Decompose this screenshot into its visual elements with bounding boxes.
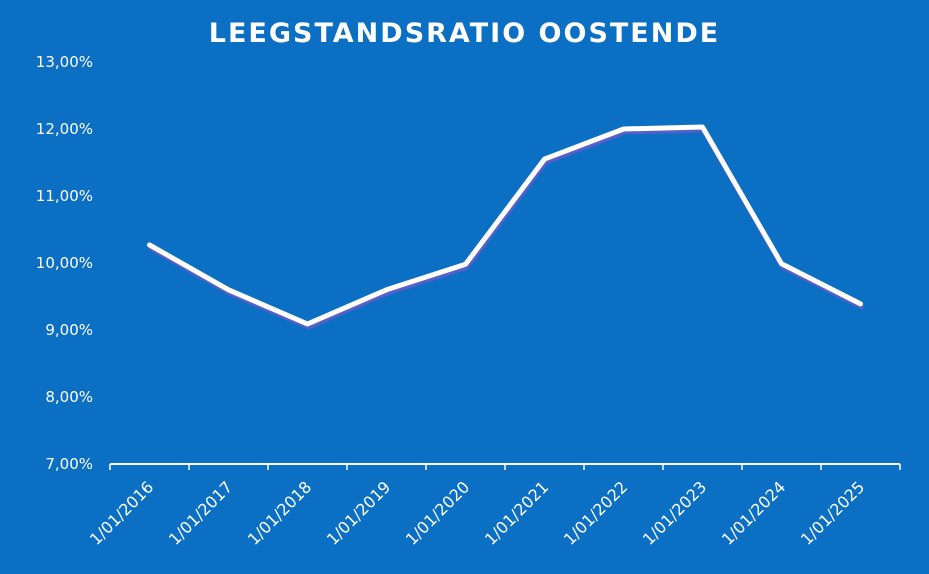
x-tick-label: 1/01/2024 xyxy=(718,477,789,548)
y-axis-labels: 7,00% 8,00% 9,00% 10,00% 11,00% 12,00% 13,00% xyxy=(36,53,93,473)
x-tick-label: 1/01/2023 xyxy=(639,477,710,548)
x-tick-label: 1/01/2018 xyxy=(244,477,315,548)
y-tick-label: 10,00% xyxy=(36,254,93,272)
y-tick-label: 11,00% xyxy=(36,187,93,205)
x-tick-label: 1/01/2022 xyxy=(560,477,631,548)
y-tick-label: 12,00% xyxy=(36,120,93,138)
chart-title: LEEGSTANDSRATIO OOSTENDE xyxy=(208,18,721,49)
x-tick-label: 1/01/2017 xyxy=(165,477,236,548)
y-tick-label: 9,00% xyxy=(45,321,93,339)
x-tick-label: 1/01/2025 xyxy=(797,477,868,548)
y-tick-label: 7,00% xyxy=(45,455,93,473)
drop-lines xyxy=(148,126,862,464)
series-line-shadow xyxy=(148,127,864,330)
y-tick-label: 8,00% xyxy=(45,388,93,406)
x-tick-label: 1/01/2021 xyxy=(481,477,552,548)
y-tick-label: 13,00% xyxy=(36,53,93,71)
x-tick-label: 1/01/2016 xyxy=(86,477,157,548)
x-tick-label: 1/01/2020 xyxy=(402,477,473,548)
x-axis-ticks xyxy=(109,464,901,470)
x-tick-label: 1/01/2019 xyxy=(323,477,394,548)
x-axis-labels: 1/01/2016 1/01/2017 1/01/2018 1/01/2019 1/01… xyxy=(86,477,868,548)
series-line xyxy=(147,124,863,327)
